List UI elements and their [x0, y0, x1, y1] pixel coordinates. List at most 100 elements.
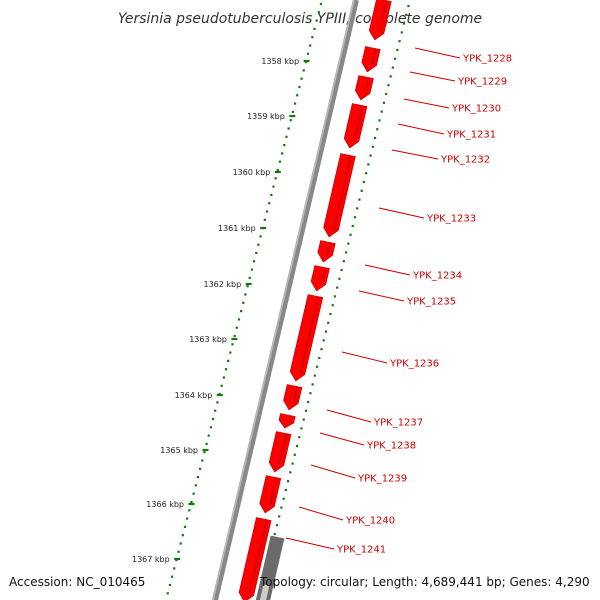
inner-ring-dot	[170, 575, 174, 578]
outer-ring-dot	[338, 277, 341, 280]
outer-ring-dot	[369, 154, 372, 157]
gene-label-leader	[397, 123, 445, 135]
backbone-outer	[212, 0, 359, 600]
inner-ring-dot	[287, 127, 290, 130]
outer-ring-dot	[382, 101, 386, 104]
outer-ring-dot	[378, 119, 381, 122]
outer-ring-dot	[322, 339, 325, 342]
inner-ring-dot	[240, 310, 243, 313]
outer-ring-dot	[324, 330, 328, 333]
inner-ring-dot	[179, 542, 182, 545]
inner-ring-dot	[205, 442, 208, 445]
outer-ring-dot	[275, 524, 279, 527]
inner-ring-dot	[207, 434, 210, 437]
genome-title: Yersinia pseudotuberculosis YPIII, compl…	[118, 11, 482, 27]
outer-ring-dot	[371, 145, 374, 148]
inner-ring-dot	[296, 94, 299, 97]
outer-ring-dot	[336, 286, 339, 289]
outer-ring-dot	[394, 57, 397, 60]
grey-feature	[255, 535, 285, 600]
gene-label: YPK_1234	[412, 271, 462, 282]
inner-ring-dot	[293, 102, 297, 105]
outer-ring-dot	[278, 515, 281, 518]
inner-ring-dot	[196, 476, 200, 479]
gene-feature-arrow	[278, 413, 296, 429]
inner-ring-dot	[306, 52, 310, 55]
outer-ring-dot	[356, 207, 359, 210]
gene-label: YPK_1241	[336, 545, 386, 556]
outer-ring-dot	[405, 13, 408, 16]
inner-ring-dot	[257, 243, 260, 246]
outer-ring-dot	[398, 40, 401, 43]
gene-feature-shade	[353, 105, 364, 141]
backbone-highlight	[212, 0, 355, 600]
outer-ring-dot	[380, 110, 383, 113]
inner-ring-dot	[265, 210, 269, 213]
gene-feature-arrow	[361, 46, 381, 73]
gene-feature-shade	[378, 0, 388, 33]
inner-ring-dot	[237, 318, 241, 321]
outer-ring-dot	[286, 480, 290, 483]
inner-ring-dot	[209, 426, 213, 429]
outer-ring-dot	[300, 427, 303, 430]
outer-ring-dot	[304, 409, 308, 412]
inner-ring-dot	[244, 293, 247, 296]
outer-ring-dot	[373, 136, 377, 140]
inner-ring-dot	[211, 417, 215, 421]
inner-ring-dot	[281, 152, 284, 155]
gene-feature-shade	[292, 386, 299, 403]
inner-ring-dot	[192, 492, 195, 495]
gene-label: YPK_1233	[426, 214, 476, 225]
outer-ring-dot	[391, 66, 394, 69]
outer-ring-dot	[376, 128, 379, 131]
gene-feature-shade	[332, 155, 352, 230]
outer-ring-dot	[293, 453, 296, 456]
outer-ring-dot	[349, 233, 352, 236]
inner-ring-dot	[214, 409, 217, 412]
outer-ring-dot	[347, 242, 350, 245]
inner-ring-dot	[224, 368, 228, 371]
gene-feature-shade	[248, 519, 268, 595]
gene-label: YPK_1231	[446, 130, 496, 141]
gene-feature-arrow	[354, 75, 374, 101]
outer-ring-dot	[307, 400, 310, 404]
gene-feature-arrow	[368, 0, 392, 41]
gene-label-leader	[403, 98, 450, 109]
inner-ring-dot	[235, 326, 238, 329]
gene-feature-shade	[268, 477, 278, 506]
outer-ring-dot	[407, 4, 410, 8]
inner-ring-dot	[231, 343, 234, 346]
outer-ring-dot	[387, 84, 390, 87]
gene-label-leader	[391, 149, 439, 160]
inner-ring-dot	[270, 193, 273, 196]
inner-ring-dot	[203, 451, 206, 454]
genome-stats-text: Topology: circular; Length: 4,689,441 bp…	[260, 575, 590, 589]
gene-feature-arrow	[289, 294, 324, 382]
outer-ring-dot	[318, 356, 321, 360]
outer-ring-dot	[367, 163, 370, 166]
inner-ring-dot	[276, 168, 279, 172]
outer-ring-dot	[362, 180, 365, 184]
gene-label: YPK_1240	[345, 516, 395, 527]
gene-feature-shade	[299, 296, 320, 374]
inner-ring-dot	[199, 467, 202, 470]
inner-ring-dot	[220, 384, 223, 387]
inner-ring-dot	[255, 251, 258, 255]
inner-ring-dot	[259, 235, 262, 238]
outer-ring-dot	[313, 374, 316, 377]
inner-ring-dot	[246, 285, 249, 288]
gene-feature-arrow	[259, 475, 282, 514]
gene-label-leader	[326, 409, 372, 423]
kbp-tick-label: 1366 kbp	[146, 500, 184, 509]
gene-label-leader	[285, 537, 335, 550]
outer-ring-dot	[351, 224, 354, 228]
inner-ring-dot	[229, 351, 232, 354]
inner-ring-dot	[285, 135, 288, 138]
inner-ring-dot	[194, 484, 197, 487]
outer-ring-dot	[311, 383, 314, 386]
gene-label-leader	[341, 351, 388, 364]
gene-feature-shade	[278, 433, 288, 465]
inner-ring-dot	[173, 567, 176, 570]
outer-ring-dot	[298, 436, 301, 439]
outer-ring-dot	[327, 321, 330, 324]
